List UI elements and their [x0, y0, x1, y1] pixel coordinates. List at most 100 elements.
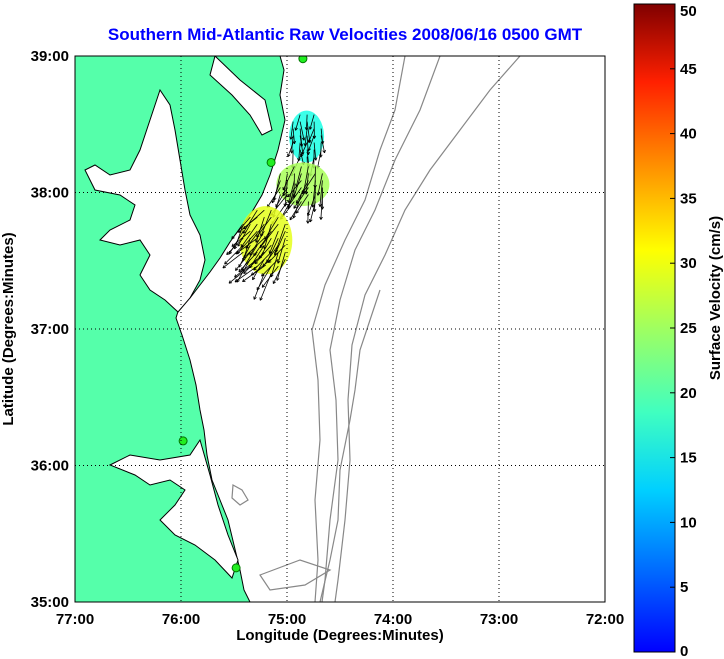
- velocity-arrowhead: [308, 126, 313, 130]
- velocity-arrowhead: [242, 278, 246, 283]
- velocity-arrowhead: [307, 139, 312, 143]
- velocity-arrow: [234, 265, 258, 283]
- velocity-arrowhead: [293, 205, 297, 209]
- velocity-arrowhead: [289, 136, 293, 140]
- velocity-arrow: [275, 224, 286, 253]
- x-tick-label: 75:00: [268, 611, 306, 628]
- y-tick-label: 39:00: [31, 48, 69, 65]
- velocity-vectors: [222, 110, 330, 301]
- delaware-bay: [209, 56, 273, 136]
- velocity-arrow: [307, 194, 316, 217]
- velocity-arrow: [260, 210, 272, 237]
- velocity-arrow: [290, 121, 294, 140]
- velocity-arrowhead: [238, 268, 242, 273]
- velocity-arrowhead: [318, 203, 322, 207]
- velocity-arrowhead: [256, 234, 260, 238]
- y-tick-labels: 39:00 38:00 37:00 36:00 35:00: [31, 48, 69, 611]
- velocity-arrowhead: [276, 277, 280, 281]
- velocity-arrow: [314, 187, 316, 212]
- velocity-arrowhead: [301, 137, 306, 141]
- velocity-arrowhead: [243, 270, 247, 274]
- velocity-arrowhead: [254, 260, 258, 265]
- grid-lines: [75, 56, 605, 602]
- colorbar: [633, 3, 676, 653]
- velocity-arrowhead: [309, 218, 313, 223]
- velocity-arrowhead: [276, 260, 281, 264]
- velocity-arrowhead: [289, 216, 293, 221]
- velocity-arrow: [274, 230, 286, 256]
- velocity-arrowhead: [243, 255, 247, 259]
- velocity-arrowhead: [231, 235, 235, 240]
- velocity-arrowhead: [262, 263, 266, 267]
- velocity-arrow: [308, 128, 315, 143]
- velocity-arrowhead: [259, 244, 263, 249]
- x-tick-labels: 77:00 76:00 75:00 74:00 73:00 72:00: [56, 611, 624, 628]
- velocity-arrow: [270, 252, 279, 278]
- velocity-arrowhead: [253, 296, 257, 300]
- velocity-arrowhead: [261, 273, 265, 277]
- colorbar-tick-label: 30: [680, 255, 697, 272]
- velocity-arrow: [253, 230, 272, 257]
- velocity-arrow: [298, 142, 301, 162]
- x-tick-label: 73:00: [480, 611, 518, 628]
- velocity-arrow: [258, 237, 272, 259]
- velocity-arrow: [306, 135, 309, 155]
- velocity-arrow: [299, 135, 304, 155]
- velocity-arrow: [282, 166, 295, 191]
- velocity-arrow: [309, 201, 316, 223]
- colorbar-tick-label: 0: [680, 643, 688, 659]
- velocity-arrow: [261, 265, 279, 288]
- velocity-arrow: [300, 142, 308, 157]
- velocity-arrowhead: [306, 212, 311, 217]
- velocity-arrowhead: [319, 216, 323, 220]
- velocity-arrow: [236, 230, 258, 254]
- colorbar-label: Surface Velocity (cm/s): [707, 216, 724, 380]
- velocity-arrow: [312, 180, 316, 208]
- velocity-arrowhead: [272, 280, 276, 284]
- velocity-arrow: [240, 223, 258, 248]
- velocity-arrow: [256, 265, 272, 291]
- velocity-arrowhead: [234, 274, 238, 278]
- colorbar-tick-label: 45: [680, 61, 697, 78]
- velocity-arrowhead: [243, 225, 247, 230]
- velocity-arrow: [242, 209, 258, 234]
- velocity-arrow: [243, 209, 265, 230]
- velocity-arrow: [277, 238, 286, 264]
- velocity-arrowhead: [294, 127, 298, 131]
- station-marker: [298, 56, 308, 64]
- velocity-arrowhead: [245, 245, 249, 249]
- velocity-arrowhead: [306, 220, 310, 224]
- velocity-speed-patch: [276, 162, 330, 207]
- velocity-arrowhead: [259, 297, 263, 301]
- velocity-arrow: [259, 223, 279, 248]
- velocity-arrow: [293, 194, 302, 219]
- velocity-arrow: [304, 128, 308, 146]
- velocity-arrow: [305, 114, 308, 130]
- velocity-arrowhead: [253, 267, 257, 271]
- velocity-arrow: [292, 128, 295, 144]
- velocity-arrow: [222, 251, 244, 269]
- velocity-arrowhead: [295, 210, 299, 214]
- velocity-arrowhead: [313, 157, 318, 161]
- velocity-arrowhead: [301, 190, 305, 195]
- y-tick-label: 37:00: [31, 321, 69, 338]
- y-tick-label: 38:00: [31, 185, 69, 202]
- velocity-arrow: [293, 187, 309, 209]
- velocity-arrowhead: [237, 243, 241, 247]
- x-tick-label: 74:00: [374, 611, 412, 628]
- velocity-arrow: [288, 180, 295, 203]
- velocity-arrow: [256, 216, 272, 238]
- velocity-arrowhead: [224, 261, 228, 265]
- velocity-arrow: [295, 166, 302, 187]
- velocity-arrow: [268, 244, 286, 263]
- velocity-arrowhead: [260, 233, 264, 237]
- x-tick-label: 72:00: [586, 611, 624, 628]
- velocity-arrowhead: [226, 251, 230, 256]
- velocity-arrow: [287, 142, 294, 157]
- velocity-arrow: [295, 114, 301, 131]
- colorbar-tick-label: 25: [680, 320, 697, 337]
- velocity-arrowhead: [261, 284, 266, 288]
- station-marker: [231, 563, 241, 573]
- velocity-arrowhead: [287, 153, 291, 157]
